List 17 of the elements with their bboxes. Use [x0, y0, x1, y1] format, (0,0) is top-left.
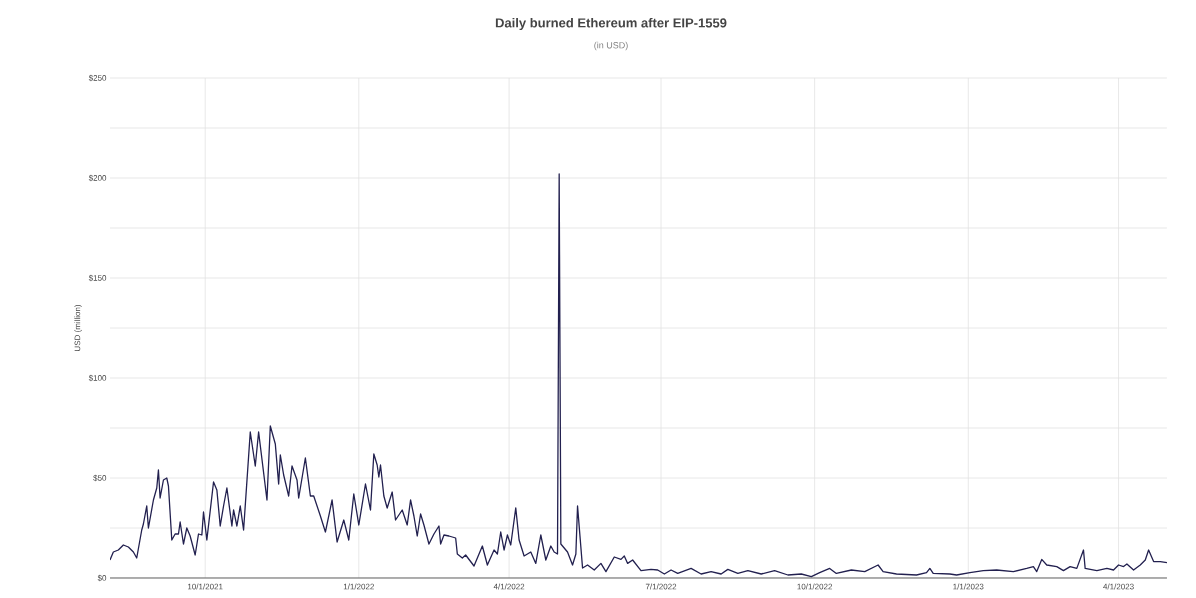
y-axis-title: USD (million) [74, 304, 82, 351]
line-series [110, 173, 1167, 578]
x-tick-label: 1/1/2023 [953, 583, 984, 590]
x-tick-label: 7/1/2022 [645, 583, 677, 590]
x-tick-label: 10/1/2021 [188, 583, 223, 590]
x-tick-label: 4/1/2023 [1103, 583, 1134, 590]
y-tick-label: $250 [88, 74, 107, 82]
chart-subtitle: (in USD) [594, 41, 628, 51]
x-tick-label: 4/1/2022 [493, 583, 525, 590]
y-tick-label: $100 [88, 374, 107, 382]
y-tick-label: $200 [88, 174, 107, 182]
y-tick-label: $0 [97, 574, 107, 582]
x-tick-label: 10/1/2022 [797, 583, 833, 590]
x-tick-label: 1/1/2022 [343, 583, 374, 590]
y-tick-label: $50 [93, 474, 107, 482]
y-tick-label: $150 [88, 274, 107, 282]
chart-title: Daily burned Ethereum after EIP-1559 [495, 17, 727, 31]
